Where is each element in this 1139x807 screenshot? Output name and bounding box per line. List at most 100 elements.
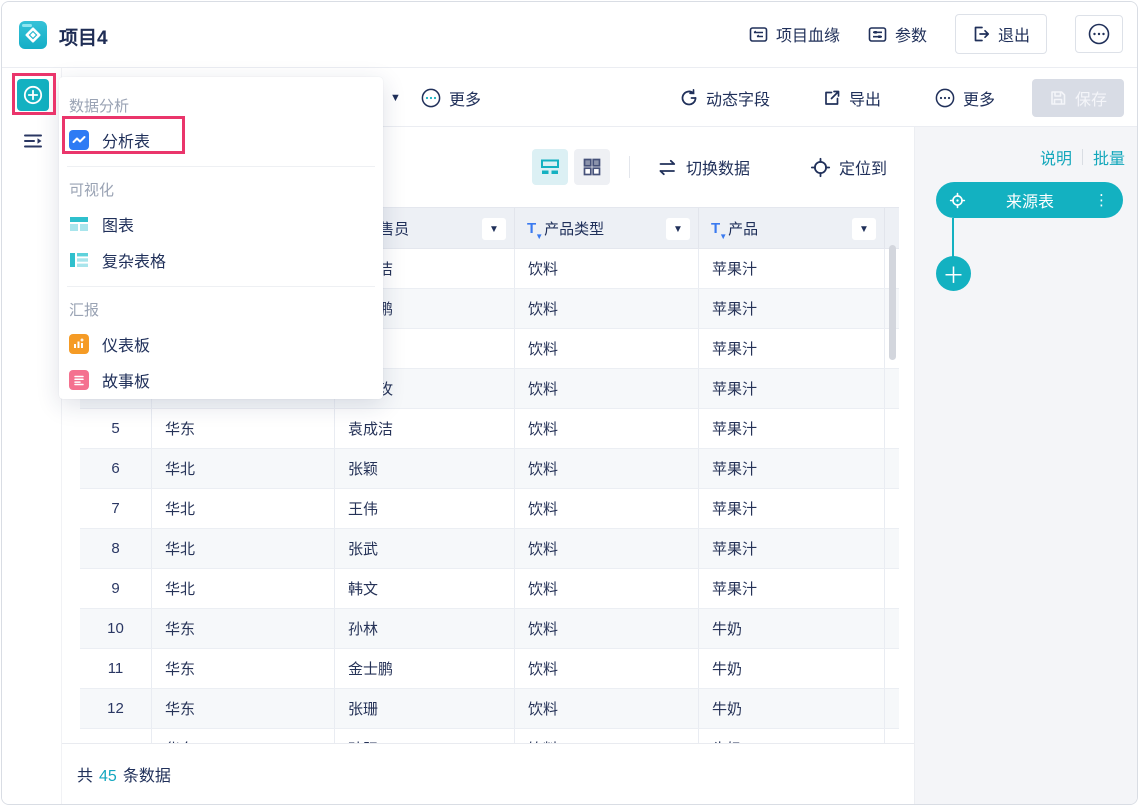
column-dropdown-button[interactable]: ▼ [482, 218, 506, 240]
cell-no[interactable]: 8 [80, 529, 152, 568]
save-button[interactable]: 保存 [1032, 79, 1124, 117]
cell-type[interactable]: 饮料 [515, 249, 699, 288]
cell-region[interactable]: 华东 [152, 649, 335, 688]
cell-sales[interactable]: 韩文 [335, 569, 515, 608]
cell-product[interactable]: 苹果汁 [699, 289, 885, 328]
cell-region[interactable]: 华东 [152, 609, 335, 648]
vertical-scrollbar[interactable] [889, 245, 896, 360]
cell-type[interactable]: 饮料 [515, 289, 699, 328]
divider [67, 286, 375, 287]
cell-region[interactable]: 华东 [152, 409, 335, 448]
cell-sliver[interactable] [885, 369, 899, 408]
cell-type[interactable]: 饮料 [515, 609, 699, 648]
cell-region[interactable]: 华北 [152, 489, 335, 528]
exit-button[interactable]: 退出 [954, 14, 1047, 54]
flow-connector [952, 218, 954, 258]
list-view-toggle[interactable] [532, 149, 568, 185]
cell-sales[interactable]: 张武 [335, 529, 515, 568]
cell-type[interactable]: 饮料 [515, 689, 699, 728]
column-dropdown-button[interactable]: ▼ [852, 218, 876, 240]
cell-sales[interactable]: 王伟 [335, 489, 515, 528]
add-step-button[interactable]: ＋ [936, 256, 971, 291]
cell-sliver[interactable] [885, 409, 899, 448]
cell-type[interactable]: 饮料 [515, 529, 699, 568]
cell-sliver[interactable] [885, 689, 899, 728]
cell-product[interactable]: 苹果汁 [699, 569, 885, 608]
cell-type[interactable]: 饮料 [515, 449, 699, 488]
menu-item-chart[interactable]: 图表 [59, 206, 383, 242]
cell-product[interactable]: 苹果汁 [699, 329, 885, 368]
cell-product[interactable]: 牛奶 [699, 649, 885, 688]
cell-sales[interactable]: 金士鹏 [335, 649, 515, 688]
params-icon [868, 25, 887, 44]
table-row: 12 华东 张珊 饮料 牛奶 [80, 689, 899, 729]
dynamic-fields-button[interactable]: 动态字段 [679, 68, 770, 127]
menu-item-analysis-table[interactable]: 分析表 [59, 122, 383, 158]
grid-view-toggle[interactable] [574, 149, 610, 185]
cell-type[interactable]: 饮料 [515, 369, 699, 408]
cell-type[interactable]: 饮料 [515, 489, 699, 528]
storyboard-icon [69, 370, 89, 390]
cell-type[interactable]: 饮料 [515, 329, 699, 368]
cell-product[interactable]: 苹果汁 [699, 449, 885, 488]
cell-sliver[interactable] [885, 609, 899, 648]
lineage-icon [749, 25, 768, 44]
cell-region[interactable]: 华北 [152, 569, 335, 608]
toolbar-more2-button[interactable]: 更多 [934, 68, 995, 127]
cell-no[interactable]: 11 [80, 649, 152, 688]
cell-sales[interactable]: 张颖 [335, 449, 515, 488]
locate-button[interactable]: 定位到 [810, 145, 887, 189]
divider [1081, 149, 1083, 165]
node-label: 来源表 [1005, 194, 1054, 211]
outline-list-button[interactable] [20, 128, 46, 154]
cell-sales[interactable]: 袁成洁 [335, 409, 515, 448]
cell-no[interactable]: 10 [80, 609, 152, 648]
cell-product[interactable]: 牛奶 [699, 609, 885, 648]
column-dropdown-button[interactable]: ▼ [666, 218, 690, 240]
cell-type[interactable]: 饮料 [515, 569, 699, 608]
cell-region[interactable]: 华北 [152, 449, 335, 488]
project-lineage-button[interactable]: 项目血缘 [749, 22, 840, 46]
cell-product[interactable]: 苹果汁 [699, 529, 885, 568]
export-button[interactable]: 导出 [822, 68, 881, 127]
node-menu-icon[interactable]: ⋮ [1094, 192, 1109, 209]
cell-region[interactable]: 华北 [152, 529, 335, 568]
save-label: 保存 [1074, 92, 1107, 109]
menu-item-complex-table[interactable]: 复杂表格 [59, 242, 383, 278]
cell-sliver[interactable] [885, 529, 899, 568]
cell-sliver[interactable] [885, 489, 899, 528]
cell-sliver[interactable] [885, 649, 899, 688]
cell-product[interactable]: 牛奶 [699, 689, 885, 728]
description-link[interactable]: 说明 [1039, 151, 1072, 168]
toolbar-more-button[interactable]: 更多 [420, 68, 481, 127]
cell-product[interactable]: 苹果汁 [699, 249, 885, 288]
menu-item-dashboard[interactable]: 仪表板 [59, 326, 383, 362]
cell-sliver[interactable] [885, 569, 899, 608]
cell-sliver[interactable] [885, 449, 899, 488]
cell-no[interactable]: 5 [80, 409, 152, 448]
cell-no[interactable]: 7 [80, 489, 152, 528]
cell-sales[interactable]: 张珊 [335, 689, 515, 728]
column-header-product-type[interactable]: T ▼ 产品类型 ▼ [515, 208, 699, 248]
menu-item-storyboard[interactable]: 故事板 [59, 362, 383, 398]
topbar-more-button[interactable] [1075, 15, 1123, 53]
switch-data-button[interactable]: 切换数据 [657, 145, 750, 189]
params-button[interactable]: 参数 [868, 22, 927, 46]
cell-no[interactable]: 9 [80, 569, 152, 608]
cell-type[interactable]: 饮料 [515, 649, 699, 688]
cell-product[interactable]: 苹果汁 [699, 489, 885, 528]
cell-type[interactable]: 饮料 [515, 409, 699, 448]
params-label: 参数 [894, 28, 927, 45]
add-node-sidebar-button[interactable] [17, 79, 49, 111]
flow-panel: 说明 批量 来源表 ⋮ ＋ [914, 127, 1137, 804]
cell-region[interactable]: 华东 [152, 689, 335, 728]
source-table-node[interactable]: 来源表 ⋮ [936, 182, 1123, 218]
cell-no[interactable]: 6 [80, 449, 152, 488]
cell-sales[interactable]: 孙林 [335, 609, 515, 648]
cell-product[interactable]: 苹果汁 [699, 409, 885, 448]
cell-no[interactable]: 12 [80, 689, 152, 728]
batch-link[interactable]: 批量 [1092, 151, 1125, 168]
cell-product[interactable]: 苹果汁 [699, 369, 885, 408]
column-header-product[interactable]: T ▼ 产品 ▼ [699, 208, 885, 248]
